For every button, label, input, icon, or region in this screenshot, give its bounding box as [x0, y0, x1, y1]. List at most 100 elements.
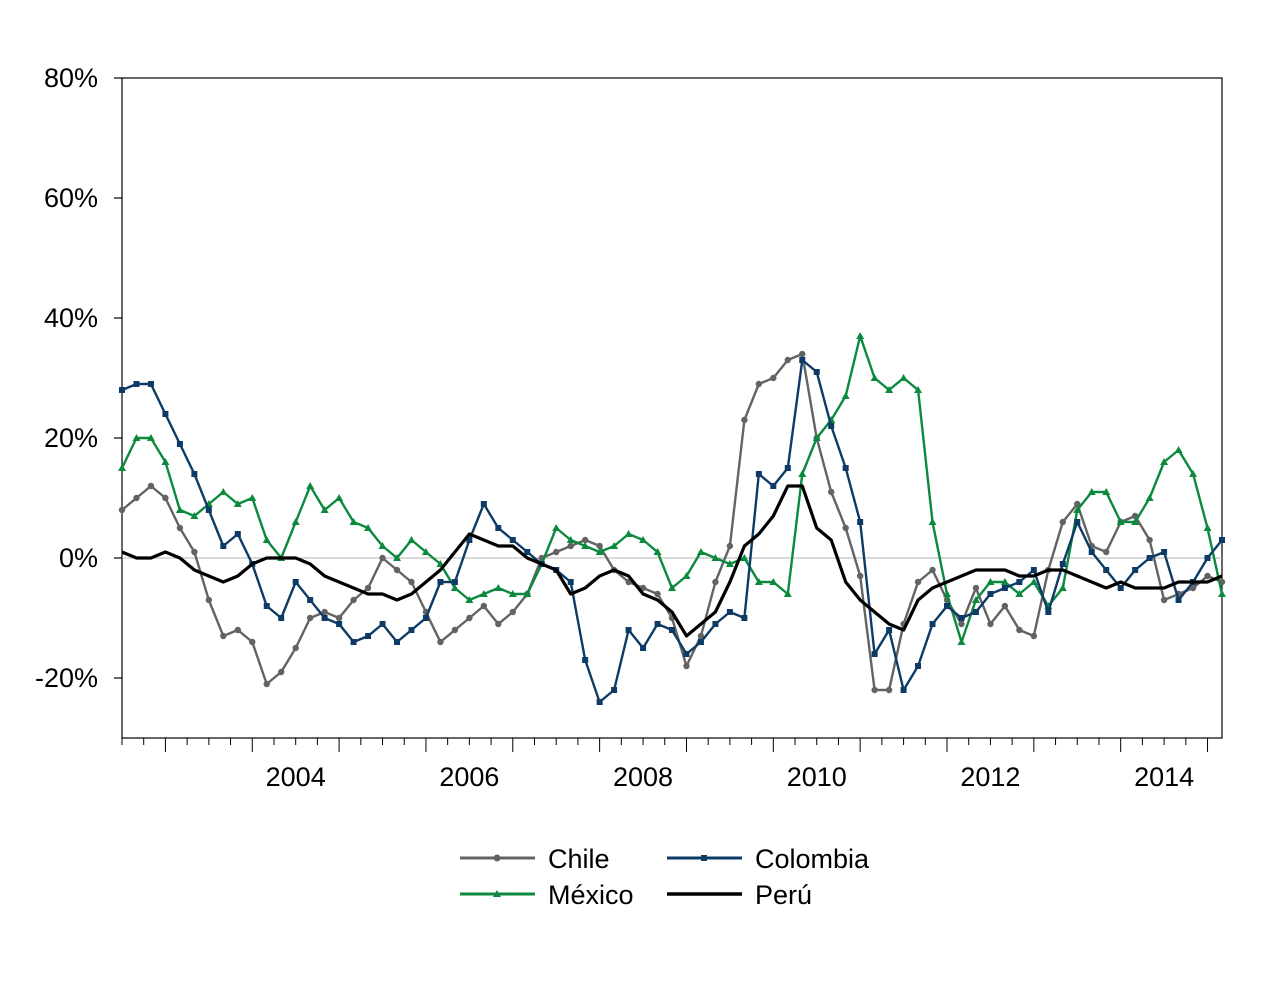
- point-colombia-64: [1045, 609, 1052, 615]
- point-mexico-63: [1029, 578, 1038, 585]
- point-colombia-67: [1088, 549, 1095, 555]
- point-colombia-39: [683, 651, 690, 657]
- point-chile-45: [770, 374, 777, 382]
- point-mexico-20: [407, 536, 416, 543]
- series-group: [118, 332, 1226, 705]
- point-colombia-24: [466, 537, 473, 543]
- legend-marker-mexico: [493, 890, 501, 897]
- x-tick-label-0: 2004: [266, 762, 326, 792]
- point-colombia-0: [119, 387, 125, 393]
- series-line-chile: [121, 352, 1223, 692]
- point-mexico-2: [146, 434, 155, 441]
- legend-label-mexico: México: [548, 880, 634, 910]
- series-line-mexico: [120, 334, 1224, 644]
- point-mexico-12: [291, 518, 300, 525]
- point-colombia-31: [567, 579, 574, 585]
- point-colombia-60: [987, 591, 994, 597]
- point-colombia-36: [640, 645, 647, 651]
- point-mexico-26: [494, 584, 503, 591]
- point-mexico-13: [306, 482, 315, 489]
- point-chile-8: [234, 626, 241, 634]
- plot-frame: [121, 77, 1223, 739]
- point-mexico-36: [639, 536, 648, 543]
- point-chile-32: [581, 536, 589, 544]
- point-mexico-19: [393, 554, 401, 561]
- point-chile-63: [1030, 632, 1038, 640]
- point-colombia-68: [1103, 567, 1110, 573]
- point-colombia-61: [1001, 585, 1008, 591]
- point-chile-5: [191, 548, 198, 556]
- point-colombia-70: [1132, 567, 1139, 573]
- series-mexico: [118, 332, 1226, 645]
- point-chile-61: [1001, 602, 1009, 610]
- point-mexico-9: [248, 494, 257, 501]
- point-colombia-35: [625, 627, 632, 633]
- point-colombia-1: [133, 381, 140, 387]
- point-mexico-43: [740, 554, 749, 561]
- point-colombia-55: [915, 663, 922, 669]
- point-mexico-28: [523, 590, 532, 597]
- point-chile-74: [1189, 584, 1197, 592]
- point-colombia-41: [712, 621, 719, 627]
- point-chile-39: [683, 662, 690, 670]
- series-line-peru: [121, 484, 1223, 638]
- point-chile-50: [842, 524, 849, 532]
- point-mexico-8: [233, 500, 242, 507]
- point-colombia-22: [437, 579, 444, 585]
- point-colombia-17: [365, 633, 372, 639]
- y-tick-label-2: 20%: [44, 423, 98, 453]
- point-mexico-62: [1015, 590, 1024, 597]
- point-chile-59: [972, 584, 980, 592]
- point-chile-10: [263, 680, 270, 688]
- point-mexico-68: [1102, 488, 1111, 495]
- point-colombia-34: [611, 687, 618, 693]
- point-chile-9: [249, 638, 256, 646]
- point-mexico-18: [378, 542, 387, 549]
- legend-item-colombia: Colombia: [667, 844, 870, 874]
- point-colombia-7: [220, 543, 227, 549]
- point-colombia-53: [886, 627, 893, 633]
- point-chile-53: [885, 686, 893, 694]
- point-mexico-1: [132, 434, 141, 441]
- point-colombia-15: [336, 621, 343, 627]
- point-chile-60: [987, 620, 994, 628]
- y-tick-label-4: 60%: [44, 183, 98, 213]
- point-colombia-27: [509, 537, 516, 543]
- point-chile-27: [509, 608, 516, 616]
- point-mexico-74: [1189, 470, 1198, 477]
- series-line-colombia: [121, 358, 1223, 704]
- point-mexico-39: [682, 572, 691, 579]
- point-colombia-16: [350, 639, 357, 645]
- point-chile-37: [654, 590, 661, 598]
- point-mexico-75: [1203, 524, 1212, 531]
- point-colombia-40: [697, 639, 704, 645]
- point-colombia-42: [726, 609, 733, 615]
- point-chile-51: [856, 572, 864, 580]
- point-colombia-69: [1117, 585, 1124, 591]
- point-colombia-25: [480, 501, 487, 507]
- point-mexico-31: [566, 536, 575, 543]
- point-chile-11: [278, 668, 285, 676]
- point-chile-55: [914, 578, 922, 586]
- point-mexico-55: [914, 386, 923, 393]
- point-mexico-67: [1087, 488, 1096, 495]
- point-chile-22: [437, 638, 444, 646]
- point-colombia-45: [770, 483, 777, 489]
- point-chile-33: [596, 542, 603, 550]
- point-chile-41: [712, 578, 719, 586]
- point-chile-46: [784, 356, 791, 364]
- x-tick-label-3: 2010: [787, 762, 847, 792]
- point-mexico-41: [711, 554, 720, 561]
- point-colombia-44: [755, 471, 762, 477]
- point-colombia-28: [524, 549, 531, 555]
- point-colombia-59: [972, 609, 979, 615]
- point-mexico-54: [899, 374, 908, 381]
- point-chile-4: [176, 524, 184, 532]
- point-mexico-0: [118, 464, 126, 471]
- point-mexico-35: [624, 530, 633, 537]
- legend-label-chile: Chile: [548, 844, 610, 874]
- point-mexico-42: [725, 560, 734, 567]
- point-colombia-12: [292, 579, 299, 585]
